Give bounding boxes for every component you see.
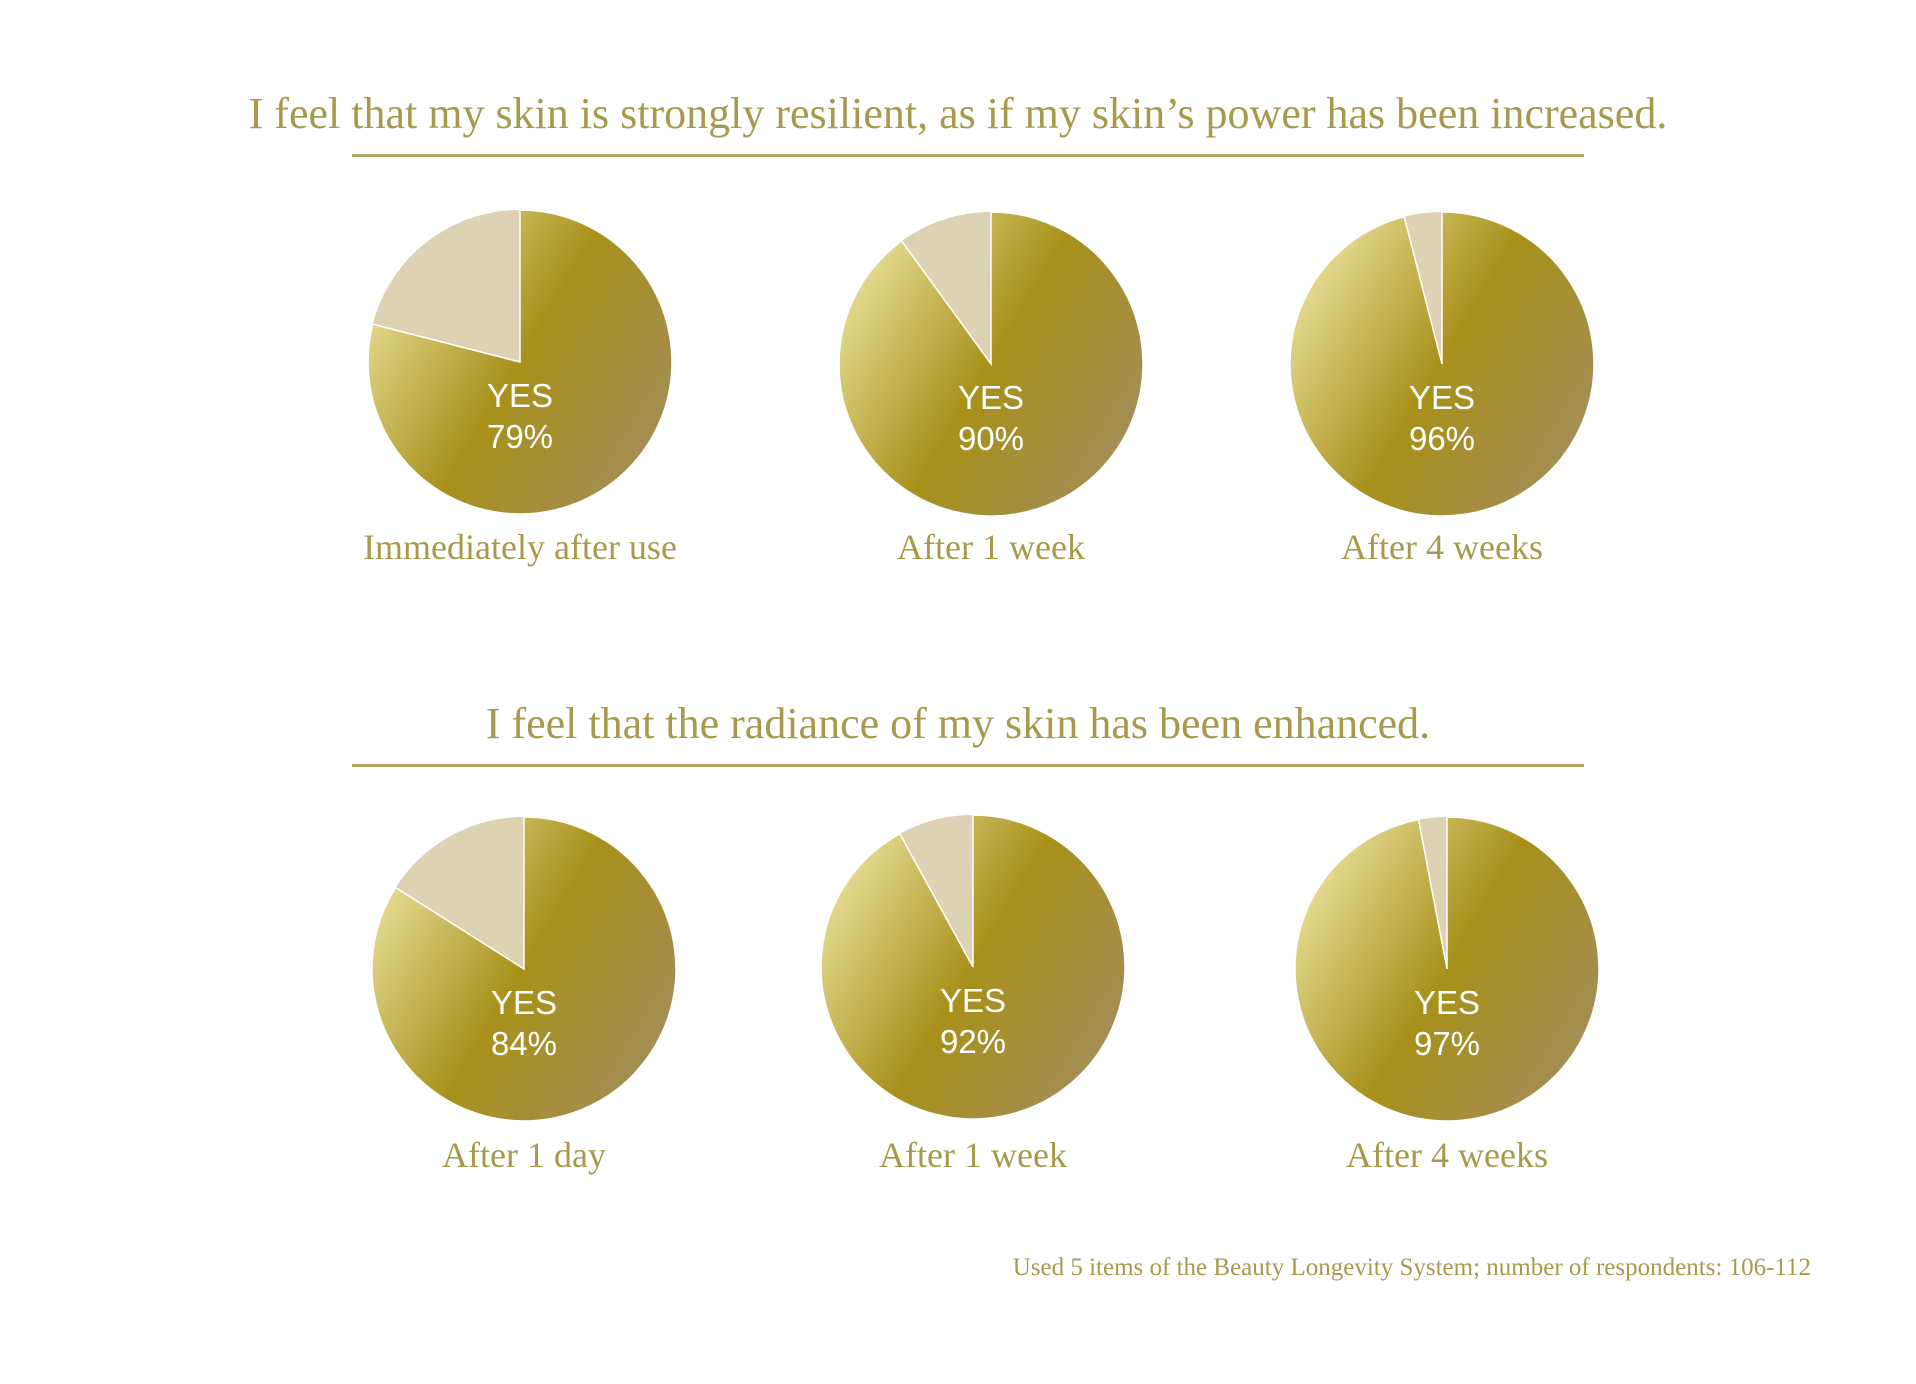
pie-slice-yes <box>838 211 1144 517</box>
chart-2-title: I feel that the radiance of my skin has … <box>485 699 1431 748</box>
pie-chart-1-1: YES 79% <box>365 207 675 517</box>
pie-slice-yes <box>820 814 1126 1120</box>
slice-label-yes: YES <box>1414 984 1480 1021</box>
pie-chart-1-3: YES 96% <box>1287 209 1597 519</box>
pie-slice-yes <box>1294 816 1600 1122</box>
pie-label-1-1: Immediately after use <box>363 527 677 567</box>
slice-label-yes: YES <box>491 984 557 1021</box>
slice-label-yes: YES <box>958 379 1024 416</box>
pie-chart-2-3: YES 97% <box>1292 814 1602 1124</box>
slice-label-yes: YES <box>487 377 553 414</box>
pie-chart-2-2: YES 92% <box>818 812 1128 1122</box>
pie-label-2-3: After 4 weeks <box>1346 1135 1548 1175</box>
pie-slice-yes <box>367 209 673 515</box>
slice-value-yes: 96% <box>1409 420 1475 457</box>
pie-slice-yes <box>371 816 677 1122</box>
slice-value-yes: 90% <box>958 420 1024 457</box>
slice-label-yes: YES <box>940 982 1006 1019</box>
slice-value-yes: 97% <box>1414 1025 1480 1062</box>
pie-chart-2-1: YES 84% <box>369 814 679 1124</box>
slice-label-yes: YES <box>1409 379 1475 416</box>
slice-value-yes: 92% <box>940 1023 1006 1060</box>
chart-1-divider <box>352 154 1584 157</box>
pie-label-1-3: After 4 weeks <box>1341 527 1543 567</box>
chart-2-divider <box>352 764 1584 767</box>
footnote: Used 5 items of the Beauty Longevity Sys… <box>1012 1254 1811 1281</box>
chart-1-title: I feel that my skin is strongly resilien… <box>248 89 1668 138</box>
pie-chart-1-2: YES 90% <box>836 209 1146 519</box>
slice-value-yes: 79% <box>487 418 553 455</box>
pie-slice-yes <box>1289 211 1595 517</box>
pie-label-2-1: After 1 day <box>442 1135 606 1175</box>
pie-label-2-2: After 1 week <box>879 1135 1067 1175</box>
pie-label-1-2: After 1 week <box>897 527 1085 567</box>
slice-value-yes: 84% <box>491 1025 557 1062</box>
